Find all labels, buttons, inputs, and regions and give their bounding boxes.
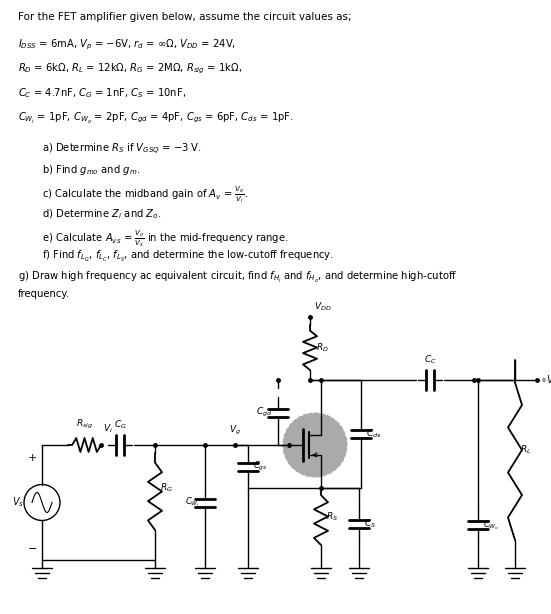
Text: $R_D$ = 6kΩ, $R_L$ = 12kΩ, $R_G$ = 2MΩ, $R_{sig}$ = 1kΩ,: $R_D$ = 6kΩ, $R_L$ = 12kΩ, $R_G$ = 2MΩ, … (18, 62, 242, 76)
Text: $C_C$: $C_C$ (424, 354, 436, 366)
Text: g) Draw high frequency ac equivalent circuit, find $f_{H_i}$ and $f_{H_o}$, and : g) Draw high frequency ac equivalent cir… (18, 270, 457, 285)
Text: $C_G$: $C_G$ (114, 419, 127, 431)
Text: b) Find $g_{mo}$ and $g_m$.: b) Find $g_{mo}$ and $g_m$. (42, 163, 141, 177)
Text: $R_L$: $R_L$ (520, 444, 531, 456)
Text: $\circ V_o$: $\circ V_o$ (540, 373, 551, 387)
Text: frequency.: frequency. (18, 289, 70, 299)
Circle shape (283, 413, 347, 477)
Text: $C_{W_i}$ = 1pF, $C_{W_o}$ = 2pF, $C_{gd}$ = 4pF, $C_{gs}$ = 6pF, $C_{ds}$ = 1pF: $C_{W_i}$ = 1pF, $C_{W_o}$ = 2pF, $C_{gd… (18, 110, 294, 125)
Text: e) Calculate $A_{vs}$ = $\frac{V_o}{V_s}$ in the mid-frequency range.: e) Calculate $A_{vs}$ = $\frac{V_o}{V_s}… (42, 228, 288, 249)
Text: $V_{DD}$: $V_{DD}$ (314, 300, 332, 313)
Text: $C_C$ = 4.7nF, $C_G$ = 1nF, $C_S$ = 10nF,: $C_C$ = 4.7nF, $C_G$ = 1nF, $C_S$ = 10nF… (18, 86, 186, 100)
Text: $R_{sig}$: $R_{sig}$ (76, 418, 93, 431)
Text: For the FET amplifier given below, assume the circuit values as;: For the FET amplifier given below, assum… (18, 12, 352, 22)
Text: $C_{ds}$: $C_{ds}$ (366, 428, 381, 440)
Text: $-$: $-$ (27, 542, 37, 552)
Text: $R_D$: $R_D$ (316, 341, 329, 354)
Text: $R_G$: $R_G$ (160, 481, 173, 494)
Text: $C_{gs}$: $C_{gs}$ (253, 460, 267, 473)
Text: d) Determine $Z_i$ and $Z_o$.: d) Determine $Z_i$ and $Z_o$. (42, 207, 161, 220)
Text: $C_S$: $C_S$ (364, 518, 376, 530)
Text: f) Find $f_{L_G}$, $f_{L_C}$, $f_{L_S}$, and determine the low-cutoff frequency.: f) Find $f_{L_G}$, $f_{L_C}$, $f_{L_S}$,… (42, 249, 334, 264)
Text: $V_g$: $V_g$ (229, 424, 241, 437)
Text: $R_S$: $R_S$ (326, 510, 338, 523)
Text: $V_s$: $V_s$ (12, 495, 24, 510)
Text: $C_{gd}$: $C_{gd}$ (256, 406, 272, 419)
Text: +: + (28, 453, 37, 463)
Text: $C_{W_o}$: $C_{W_o}$ (483, 518, 499, 532)
Text: $C_{W_i}$: $C_{W_i}$ (185, 495, 200, 509)
Text: $V_i$: $V_i$ (103, 422, 113, 435)
Text: $I_{DSS}$ = 6mA, $V_p$ = −6V, $r_d$ = ∞Ω, $V_{DD}$ = 24V,: $I_{DSS}$ = 6mA, $V_p$ = −6V, $r_d$ = ∞Ω… (18, 38, 236, 52)
Text: c) Calculate the midband gain of $A_v$ = $\frac{V_o}{V_i}$.: c) Calculate the midband gain of $A_v$ =… (42, 184, 249, 205)
Text: a) Determine $R_S$ if $V_{GSQ}$ = −3 V.: a) Determine $R_S$ if $V_{GSQ}$ = −3 V. (42, 142, 202, 157)
